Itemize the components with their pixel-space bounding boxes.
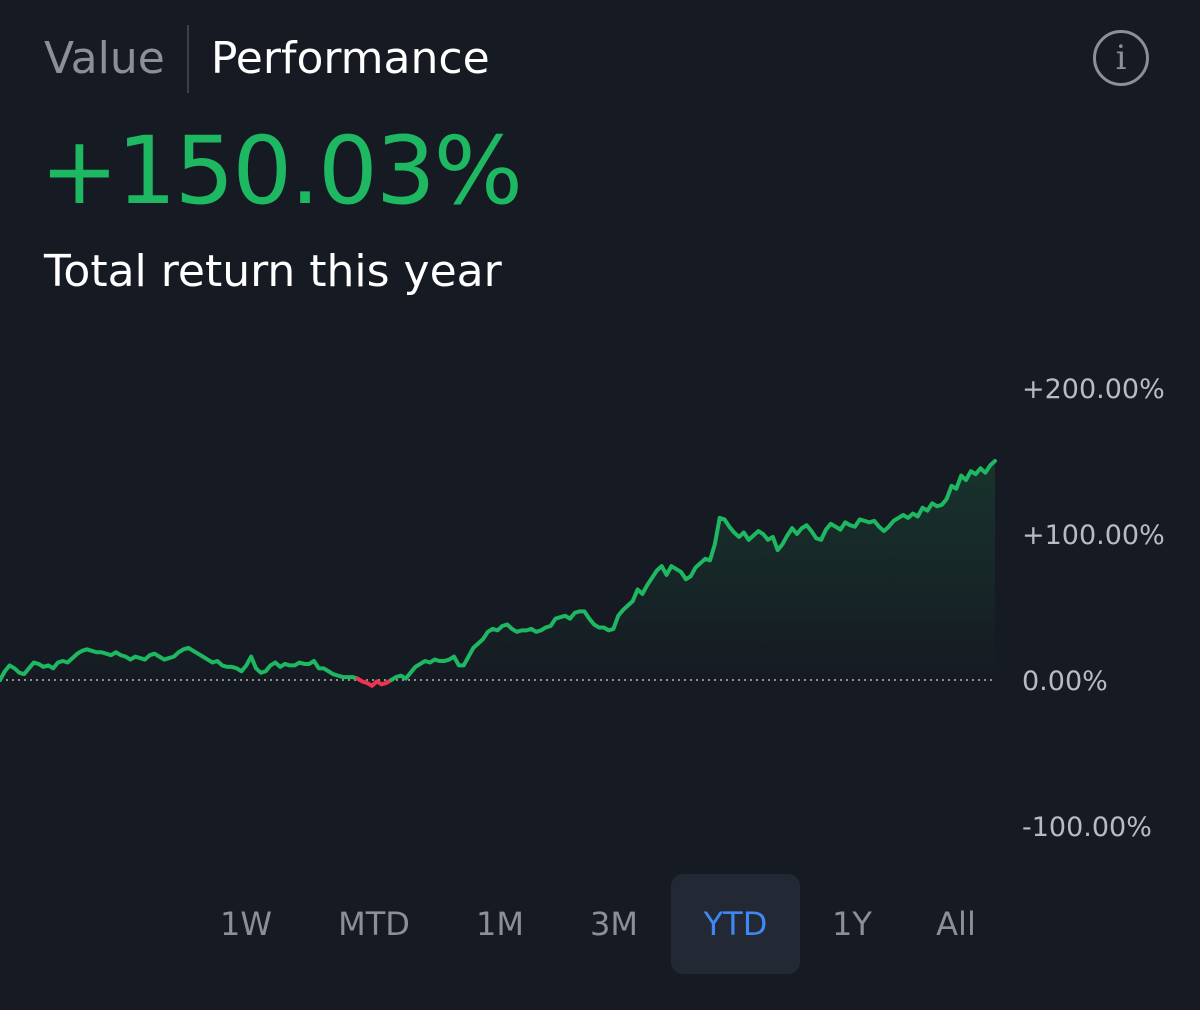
range-button-3m[interactable]: 3M <box>590 905 638 943</box>
range-button-1y[interactable]: 1Y <box>832 905 872 943</box>
tab-value[interactable]: Value <box>44 33 165 84</box>
performance-chart[interactable]: +200.00% +100.00% 0.00% -100.00% <box>0 360 1200 860</box>
performance-line-negative-segment <box>355 676 394 688</box>
range-selector: 1W MTD 1M 3M YTD 1Y All <box>0 872 1200 976</box>
info-icon: i <box>1115 38 1127 78</box>
view-tabs: Value Performance <box>44 24 490 94</box>
y-tick-label: +200.00% <box>1022 374 1165 405</box>
performance-line-segment <box>389 458 997 682</box>
total-return-caption: Total return this year <box>44 246 502 297</box>
range-button-1w[interactable]: 1W <box>220 905 272 943</box>
y-tick-label: -100.00% <box>1022 812 1152 843</box>
range-button-all[interactable]: All <box>936 905 976 943</box>
range-button-ytd[interactable]: YTD <box>671 874 800 974</box>
total-return-value: +150.03% <box>40 117 523 226</box>
chart-area-fill <box>0 460 995 686</box>
info-button[interactable]: i <box>1093 30 1149 86</box>
range-button-mtd[interactable]: MTD <box>338 905 410 943</box>
tab-performance[interactable]: Performance <box>210 33 490 84</box>
performance-line-segment <box>0 645 360 682</box>
tab-divider <box>186 25 189 93</box>
y-tick-label: +100.00% <box>1022 520 1165 551</box>
range-button-1m[interactable]: 1M <box>476 905 524 943</box>
y-tick-label: 0.00% <box>1022 666 1108 697</box>
